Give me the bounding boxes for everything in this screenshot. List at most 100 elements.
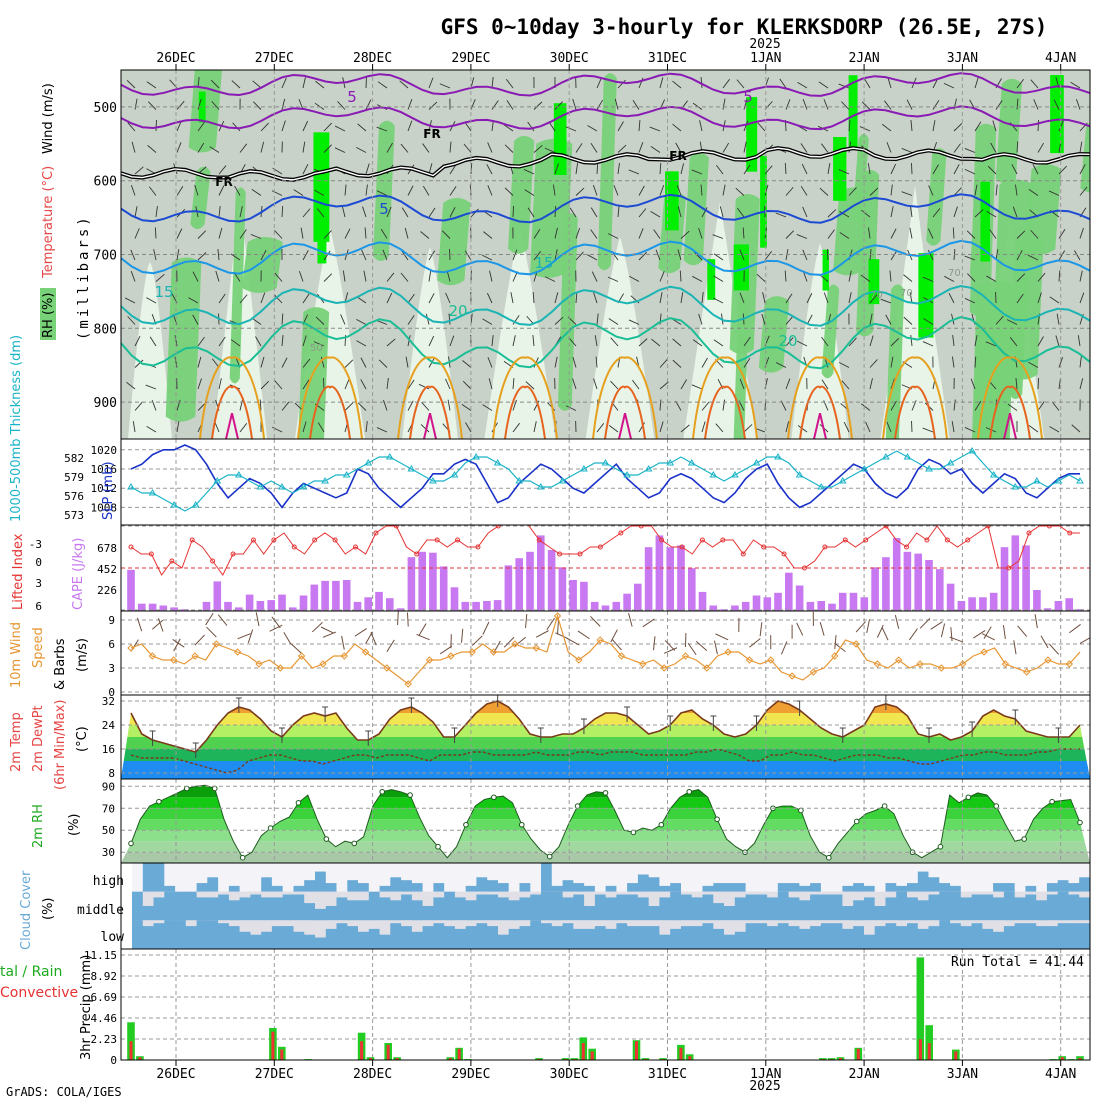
wind-barb xyxy=(882,123,892,132)
cloud-clear-cell xyxy=(519,863,531,884)
wind-barb xyxy=(785,99,791,110)
wind-barb xyxy=(176,421,180,433)
cape-bar xyxy=(774,592,782,611)
wind-barb xyxy=(176,185,184,196)
wind-barb xyxy=(607,276,619,282)
wind-barb xyxy=(927,228,934,239)
rh-contour-label: 70 xyxy=(948,268,961,279)
wind-barb xyxy=(504,187,514,196)
wind-barb xyxy=(407,379,415,390)
cloud-cover-cell xyxy=(820,894,833,921)
wind-barb xyxy=(420,231,430,239)
cloud-cover-cell xyxy=(358,883,370,892)
cloud-cover-cell xyxy=(724,883,736,892)
cloud-cover-cell xyxy=(659,885,671,892)
lifted-marker xyxy=(393,525,399,529)
cloud-cover-cell xyxy=(261,931,273,949)
wind-barb xyxy=(512,422,520,433)
cloud-cover-cell xyxy=(228,926,241,949)
cloud-clear-cell xyxy=(864,863,876,886)
cloud-cover-cell xyxy=(164,885,176,892)
cloud-clear-cell xyxy=(1036,891,1048,901)
wind-axis-label-3: & Barbs xyxy=(53,638,68,690)
cloud-cover-cell xyxy=(734,883,747,892)
wind-barb-10m xyxy=(611,639,622,651)
wind-tick: 0 xyxy=(108,686,115,699)
wind-speed-marker xyxy=(767,656,775,664)
wind-barb-10m xyxy=(370,632,377,646)
rh-marker xyxy=(965,794,972,801)
cloud-cover-cell xyxy=(336,897,348,921)
cloud-cover-cell xyxy=(196,920,208,949)
wind-barb xyxy=(344,228,351,239)
rh-band xyxy=(121,808,1090,820)
cloud-cover-cell xyxy=(1025,885,1037,892)
wind-barb xyxy=(449,164,457,175)
wind-barb-10m xyxy=(876,624,884,638)
cloud-cover-cell xyxy=(928,926,940,949)
wind-barb xyxy=(302,141,306,153)
wind-barb xyxy=(575,143,583,153)
temp-line xyxy=(130,700,1081,753)
wind-barb xyxy=(386,272,395,282)
wind-barb xyxy=(445,292,451,304)
wind-barb xyxy=(126,79,136,89)
wind-barb xyxy=(819,187,829,196)
cloud-cover-cell xyxy=(659,897,671,921)
wind-barb xyxy=(590,143,598,153)
wind-barb xyxy=(323,273,333,282)
wind-plot xyxy=(121,611,1090,695)
wind-barb xyxy=(712,297,724,304)
wind-barb xyxy=(1030,229,1039,239)
wind-barb xyxy=(651,338,661,347)
cloud-clear-cell xyxy=(325,863,338,884)
rh-band xyxy=(121,797,1090,809)
cape-bar xyxy=(752,595,761,611)
wind-speed-marker xyxy=(617,652,626,660)
wind-barb xyxy=(761,313,766,325)
wind-barb xyxy=(464,250,472,261)
cloud-clear-cell xyxy=(670,863,682,884)
wind-barb xyxy=(593,378,598,390)
cloud-cover-cell xyxy=(207,877,219,892)
cape-plot xyxy=(121,525,1090,611)
wind-barb xyxy=(533,101,543,110)
wind-barb xyxy=(197,356,202,368)
cloud-cover-cell xyxy=(767,897,779,921)
cloud-clear-cell xyxy=(347,920,359,926)
thickness-marker xyxy=(946,459,955,466)
cloud-cover-cell xyxy=(950,891,962,921)
wind-barb xyxy=(974,356,977,368)
cloud-clear-cell xyxy=(734,920,747,932)
contour-label: 20 xyxy=(778,332,797,350)
pressure-tick: 700 xyxy=(94,249,117,264)
cloud-clear-cell xyxy=(648,863,660,878)
cloud-clear-cell xyxy=(896,863,908,886)
wind-barb xyxy=(565,405,577,411)
wind-barb xyxy=(680,230,690,239)
wind-barb xyxy=(134,335,141,347)
cloud-cover-cell xyxy=(928,877,940,892)
wind-barb xyxy=(407,120,413,132)
thickness-marker xyxy=(795,471,804,478)
cloud-cover-cell xyxy=(498,897,510,921)
precip-total-bar xyxy=(827,1058,836,1060)
wind-barb xyxy=(281,313,284,325)
cape-bar xyxy=(407,557,416,611)
cloud-cover-cell xyxy=(379,934,391,949)
slp-axis-label: SLP (mb) xyxy=(101,461,116,520)
thickness-marker xyxy=(234,471,243,478)
cloud-clear-cell xyxy=(681,920,693,926)
cloud-cover-cell xyxy=(616,894,628,921)
wind-speed-marker xyxy=(383,664,391,672)
cloud-clear-cell xyxy=(713,891,725,904)
thickness-marker xyxy=(774,453,782,460)
cloud-clear-cell xyxy=(820,863,833,892)
cloud-clear-cell xyxy=(853,920,865,926)
slp-tick: 1016 xyxy=(91,463,118,476)
wind-barb xyxy=(361,249,367,261)
wind-barb-10m xyxy=(283,631,292,645)
wind-barb xyxy=(909,206,913,218)
wind-barb xyxy=(922,427,934,433)
cloud-cover-cell xyxy=(1079,923,1090,949)
